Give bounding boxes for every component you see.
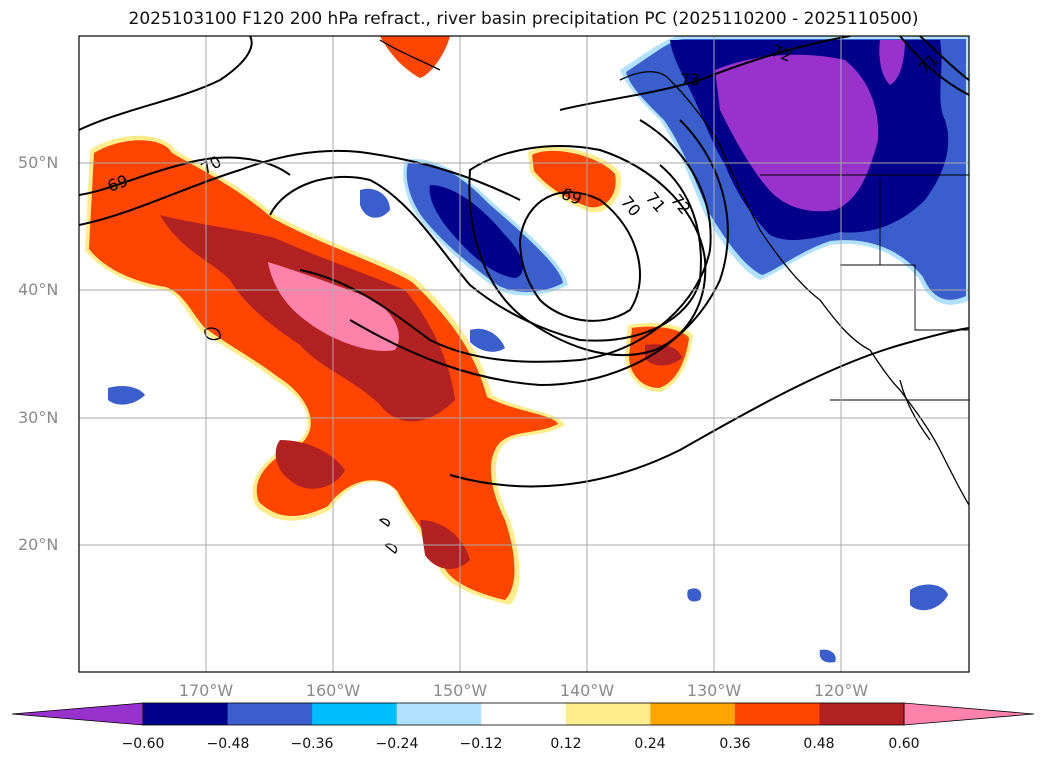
negative-pc-region-central [108,159,568,405]
lon-label: 130°W [686,681,742,700]
colorbar-segment [904,703,1034,725]
colorbar-segment [143,703,229,725]
colorbar [11,702,1035,726]
colorbar-segment [734,703,820,725]
colorbar-tick: 0.12 [550,736,582,752]
colorbar-tick: 0.60 [888,736,920,752]
lat-label: 40°N [18,280,59,299]
colorbar-segment [312,703,398,725]
map-frame [78,35,970,673]
political-borders [760,174,969,401]
colorbar-frame [142,702,905,726]
colorbar-segment [819,703,905,725]
colorbar-tick: −0.48 [206,736,250,752]
colorbar-tick: 0.24 [634,736,666,752]
contour-label: 73 [680,70,700,89]
coastlines [204,39,969,554]
colorbar-tick: −0.12 [459,736,503,752]
colorbar-segment [565,703,651,725]
refractivity-contours [79,36,969,488]
colorbar-tick: 0.48 [803,736,835,752]
colorbar-tick: −0.24 [375,736,419,752]
colorbar-segment [650,703,736,725]
lon-label: 150°W [432,681,488,700]
colorbar-segments [12,703,1034,725]
colorbar-tick: 0.36 [719,736,751,752]
map-title: 2025103100 F120 200 hPa refract., river … [128,9,919,29]
colorbar-tick: −0.60 [121,736,165,752]
colorbar-segment [481,703,567,725]
map-panel: 69 70 69 70 71 72 72 73 71 [78,35,970,673]
colorbar-tick: −0.36 [290,736,334,752]
negative-pc-region-northeast [620,36,969,663]
lon-label: 170°W [178,681,234,700]
colorbar-segment [12,703,143,725]
positive-pc-region-north [380,36,693,392]
lat-label: 30°N [18,408,59,427]
lon-label: 160°W [305,681,361,700]
lat-label: 20°N [18,535,59,554]
colorbar-segment [396,703,482,725]
lon-label: 120°W [813,681,869,700]
colorbar-segment [227,703,313,725]
lat-label: 50°N [18,153,59,172]
gridlines [79,36,969,672]
lon-label: 140°W [559,681,615,700]
